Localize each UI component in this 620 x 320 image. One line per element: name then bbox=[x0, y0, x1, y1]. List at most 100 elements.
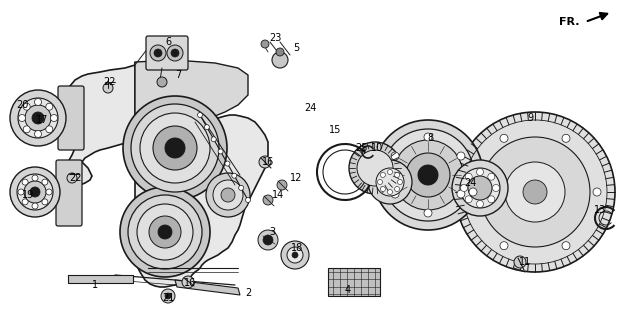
Polygon shape bbox=[135, 60, 248, 128]
Text: 12: 12 bbox=[290, 173, 302, 183]
Circle shape bbox=[232, 173, 237, 178]
Bar bbox=[68, 275, 133, 283]
Text: 4: 4 bbox=[345, 285, 351, 295]
FancyBboxPatch shape bbox=[56, 160, 82, 226]
Circle shape bbox=[457, 190, 465, 198]
Circle shape bbox=[149, 216, 181, 248]
Circle shape bbox=[137, 204, 193, 260]
Circle shape bbox=[394, 172, 399, 177]
Circle shape bbox=[523, 180, 547, 204]
Text: FR.: FR. bbox=[559, 17, 580, 27]
Circle shape bbox=[562, 242, 570, 250]
Circle shape bbox=[128, 195, 202, 269]
Circle shape bbox=[500, 242, 508, 250]
Circle shape bbox=[424, 209, 432, 217]
Text: 14: 14 bbox=[272, 190, 284, 200]
Circle shape bbox=[150, 45, 166, 61]
Circle shape bbox=[120, 187, 210, 277]
Text: 3: 3 bbox=[269, 227, 275, 237]
Circle shape bbox=[239, 185, 244, 190]
Circle shape bbox=[167, 45, 183, 61]
Circle shape bbox=[477, 169, 484, 175]
Text: 2: 2 bbox=[245, 288, 251, 298]
Circle shape bbox=[19, 115, 25, 122]
Circle shape bbox=[153, 126, 197, 170]
Circle shape bbox=[67, 173, 77, 183]
Circle shape bbox=[455, 112, 615, 272]
Text: 11: 11 bbox=[519, 257, 531, 267]
Circle shape bbox=[23, 103, 30, 110]
Circle shape bbox=[213, 180, 243, 210]
Circle shape bbox=[158, 225, 172, 239]
Circle shape bbox=[198, 113, 203, 117]
FancyBboxPatch shape bbox=[58, 86, 84, 150]
Circle shape bbox=[17, 174, 53, 210]
Text: 16: 16 bbox=[262, 157, 274, 167]
Text: 1: 1 bbox=[92, 280, 98, 290]
Text: 20: 20 bbox=[16, 100, 28, 110]
Circle shape bbox=[452, 160, 508, 216]
Circle shape bbox=[593, 188, 601, 196]
Circle shape bbox=[480, 137, 590, 247]
Circle shape bbox=[10, 167, 60, 217]
Circle shape bbox=[368, 160, 412, 204]
Circle shape bbox=[391, 152, 399, 160]
Circle shape bbox=[272, 52, 288, 68]
Circle shape bbox=[30, 187, 40, 197]
Circle shape bbox=[281, 241, 309, 269]
Circle shape bbox=[514, 256, 526, 268]
Circle shape bbox=[32, 175, 38, 181]
Circle shape bbox=[388, 189, 392, 195]
Circle shape bbox=[477, 201, 484, 207]
Text: 13: 13 bbox=[594, 205, 606, 215]
Circle shape bbox=[205, 125, 210, 130]
Circle shape bbox=[161, 289, 175, 303]
Circle shape bbox=[263, 235, 273, 245]
Text: 23: 23 bbox=[269, 33, 281, 43]
Text: 15: 15 bbox=[329, 125, 341, 135]
Circle shape bbox=[42, 199, 48, 205]
Circle shape bbox=[103, 83, 113, 93]
Circle shape bbox=[261, 40, 269, 48]
Circle shape bbox=[225, 161, 230, 166]
Circle shape bbox=[246, 197, 250, 203]
Circle shape bbox=[488, 173, 495, 180]
Circle shape bbox=[457, 152, 465, 160]
Circle shape bbox=[424, 133, 432, 141]
Circle shape bbox=[211, 137, 216, 142]
Circle shape bbox=[24, 181, 46, 203]
Circle shape bbox=[357, 150, 393, 186]
Circle shape bbox=[349, 142, 401, 194]
Circle shape bbox=[397, 180, 402, 185]
Circle shape bbox=[406, 153, 450, 197]
Circle shape bbox=[488, 196, 495, 203]
Circle shape bbox=[287, 247, 303, 263]
Circle shape bbox=[131, 104, 219, 192]
Text: 6: 6 bbox=[165, 37, 171, 47]
Circle shape bbox=[258, 230, 278, 250]
Circle shape bbox=[461, 185, 467, 191]
Circle shape bbox=[22, 179, 28, 185]
Circle shape bbox=[42, 179, 48, 185]
Circle shape bbox=[460, 168, 500, 208]
Circle shape bbox=[500, 134, 508, 142]
Circle shape bbox=[182, 276, 194, 288]
FancyBboxPatch shape bbox=[146, 36, 188, 70]
Circle shape bbox=[25, 105, 51, 131]
Circle shape bbox=[23, 126, 30, 133]
Circle shape bbox=[263, 195, 273, 205]
Text: 24: 24 bbox=[304, 103, 316, 113]
Circle shape bbox=[381, 172, 386, 177]
Text: 21: 21 bbox=[162, 293, 174, 303]
Text: 24: 24 bbox=[464, 178, 476, 188]
Circle shape bbox=[46, 126, 53, 133]
Circle shape bbox=[22, 199, 28, 205]
Circle shape bbox=[465, 196, 472, 203]
Circle shape bbox=[46, 189, 52, 195]
Text: 18: 18 bbox=[291, 243, 303, 253]
Text: 17: 17 bbox=[36, 115, 48, 125]
Circle shape bbox=[259, 156, 271, 168]
Circle shape bbox=[221, 188, 235, 202]
Circle shape bbox=[171, 49, 179, 57]
Circle shape bbox=[18, 189, 24, 195]
